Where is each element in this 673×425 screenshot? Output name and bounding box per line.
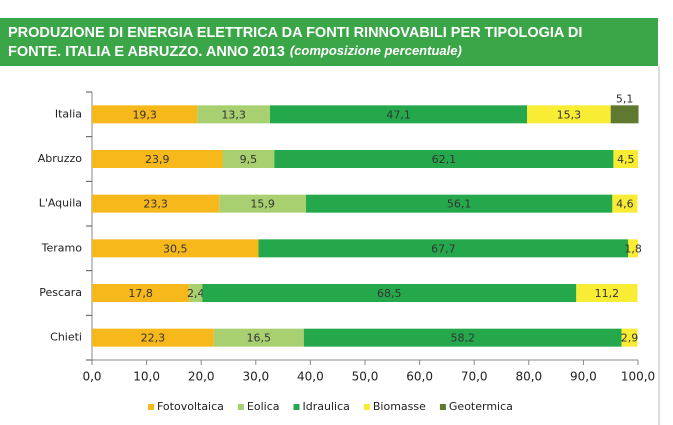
bar-segment — [269, 105, 528, 124]
bar-segment — [92, 150, 223, 168]
bar-segment — [628, 239, 638, 258]
bar-segment — [92, 239, 259, 258]
value-label: 4,6 — [616, 198, 634, 211]
x-tick-label: 10,0 — [133, 370, 160, 384]
chart-title: PRODUZIONE DI ENERGIA ELETTRICA DA FONTI… — [8, 25, 582, 60]
value-label: 19,3 — [132, 108, 157, 121]
header-band — [0, 18, 658, 66]
bar-segment — [274, 150, 614, 168]
y-tick-label: L'Aquila — [39, 197, 82, 210]
bar-segment — [197, 105, 270, 124]
x-tick-label: 40,0 — [297, 370, 324, 384]
bar-segment — [610, 105, 639, 124]
bar-segment — [222, 150, 275, 168]
y-tick-label: Chieti — [50, 331, 82, 344]
bar-segment — [306, 194, 613, 213]
value-label: 23,9 — [145, 153, 170, 166]
value-label: 15,9 — [250, 198, 275, 211]
value-label: 56,1 — [447, 198, 472, 211]
bar-segment — [92, 328, 214, 347]
x-tick-label: 50,0 — [352, 370, 379, 384]
x-tick-label: 70,0 — [461, 370, 488, 384]
y-tick-label: Abruzzo — [38, 152, 83, 165]
bar-segment — [527, 105, 611, 124]
value-label: 2,9 — [621, 332, 639, 345]
bar-segment — [92, 284, 190, 302]
bar-segment — [303, 328, 622, 347]
value-label: 67,7 — [431, 242, 456, 255]
value-label: 5,1 — [616, 92, 634, 105]
y-tick-label: Italia — [55, 107, 82, 120]
legend-label: Idraulica — [303, 400, 350, 413]
chart-subtitle: (composizione percentuale) — [290, 43, 462, 58]
bar-segment — [213, 328, 304, 347]
bar-segment — [92, 105, 198, 124]
bar-segment — [613, 150, 638, 168]
x-tick-label: 30,0 — [242, 370, 269, 384]
value-label: 9,5 — [240, 153, 258, 166]
value-label: 22,3 — [141, 332, 166, 345]
legend-swatch — [439, 404, 446, 410]
value-label: 47,1 — [386, 108, 411, 121]
legend-swatch — [148, 404, 154, 410]
value-label: 15,3 — [557, 108, 582, 121]
value-label: 11,2 — [595, 287, 620, 300]
bar-segment — [202, 284, 577, 302]
value-label: 13,3 — [221, 108, 246, 121]
bar-segment — [219, 194, 307, 213]
bar-segment — [258, 239, 629, 258]
legend-label: Eolica — [247, 400, 280, 413]
bar-segment — [189, 284, 203, 302]
value-label: 58,2 — [450, 332, 475, 345]
bar-segment — [612, 194, 638, 213]
x-tick-label: 0,0 — [82, 370, 101, 384]
x-tick-label: 20,0 — [188, 370, 215, 384]
legend-swatch — [293, 404, 300, 410]
legend-swatch — [237, 404, 244, 410]
value-label: 2,4 — [187, 287, 205, 300]
value-label: 4,5 — [617, 153, 635, 166]
y-tick-label: Pescara — [39, 286, 82, 299]
bar-segment — [92, 194, 220, 213]
x-tick-label: 100,0 — [621, 370, 655, 384]
value-label: 16,5 — [247, 332, 272, 345]
x-tick-label: 90,0 — [570, 370, 597, 384]
y-tick-label: Teramo — [41, 241, 83, 254]
value-label: 23,3 — [143, 198, 168, 211]
value-label: 1,8 — [624, 242, 642, 255]
legend-label: Geotermica — [449, 400, 513, 413]
x-tick-label: 60,0 — [406, 370, 433, 384]
bar-segment — [621, 328, 638, 347]
value-label: 30,5 — [163, 242, 188, 255]
value-label: 68,5 — [377, 287, 402, 300]
legend-swatch — [363, 404, 370, 410]
value-label: 17,8 — [128, 287, 153, 300]
x-tick-label: 80,0 — [515, 370, 542, 384]
legend-label: Biomasse — [373, 400, 426, 413]
bar-segment — [576, 284, 638, 302]
value-label: 62,1 — [432, 153, 457, 166]
legend-label: Fotovoltaica — [157, 400, 224, 413]
